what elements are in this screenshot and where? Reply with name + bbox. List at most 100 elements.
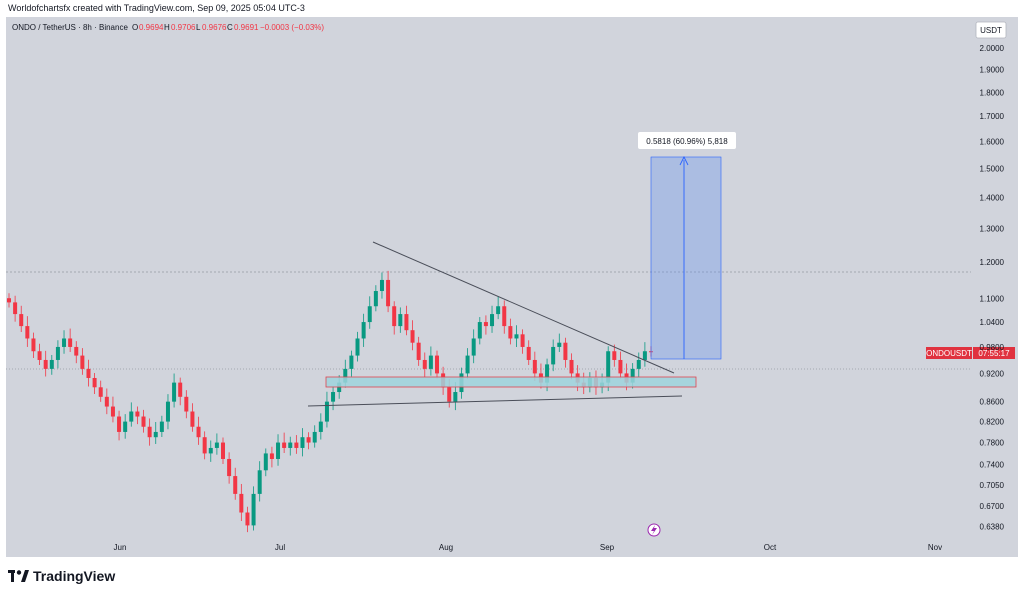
candle-body[interactable]: [453, 392, 458, 402]
candle-body[interactable]: [135, 411, 140, 417]
candle-body[interactable]: [410, 330, 415, 343]
candle-body[interactable]: [557, 342, 562, 347]
candle-body[interactable]: [202, 437, 207, 454]
candle-body[interactable]: [269, 453, 274, 459]
candle-body[interactable]: [367, 306, 372, 323]
candle-body[interactable]: [172, 382, 177, 402]
candle-body[interactable]: [19, 314, 24, 327]
candle-body[interactable]: [483, 322, 488, 327]
candle-body[interactable]: [31, 338, 36, 352]
candle-body[interactable]: [435, 355, 439, 374]
candle-body[interactable]: [37, 351, 42, 360]
candle-body[interactable]: [7, 298, 11, 303]
support-zone[interactable]: [325, 376, 697, 388]
candle-body[interactable]: [110, 406, 115, 417]
candle-body[interactable]: [294, 442, 299, 448]
chart-area[interactable]: ONDO / TetherUS · 8h · Binance O 0.9694 …: [6, 17, 1018, 557]
candle-body[interactable]: [612, 351, 617, 360]
candle-body[interactable]: [551, 346, 556, 365]
candle-body[interactable]: [141, 416, 146, 427]
candle-body[interactable]: [508, 326, 513, 339]
candle-body[interactable]: [416, 342, 421, 360]
candle-body[interactable]: [618, 359, 623, 374]
candle-body[interactable]: [117, 416, 122, 432]
candle-body[interactable]: [276, 442, 281, 459]
candle-body[interactable]: [288, 442, 293, 448]
candle-body[interactable]: [306, 437, 311, 443]
candle-body[interactable]: [422, 359, 427, 369]
descending-trendline[interactable]: [372, 241, 675, 374]
candle-body[interactable]: [532, 359, 537, 374]
candle-body[interactable]: [312, 431, 317, 443]
candle-body[interactable]: [104, 396, 109, 407]
candle-body[interactable]: [496, 306, 501, 315]
candle-body[interactable]: [514, 334, 519, 339]
time-axis[interactable]: Jun Jul Aug Sep Oct Nov: [114, 543, 943, 552]
candle-body[interactable]: [184, 396, 189, 412]
price-axis[interactable]: 2.0000 1.9000 1.8000 1.7000 1.6000 1.5000 1.40…: [980, 44, 1005, 532]
currency-button[interactable]: [975, 21, 1007, 39]
candle-body[interactable]: [331, 392, 336, 402]
candle-body[interactable]: [98, 387, 103, 397]
brand-logo[interactable]: TradingView: [8, 568, 115, 584]
candle-body[interactable]: [214, 442, 219, 448]
candle-body[interactable]: [520, 334, 525, 347]
candle-body[interactable]: [630, 368, 635, 383]
candle-body[interactable]: [465, 355, 470, 374]
candle-body[interactable]: [379, 279, 384, 292]
candle-body[interactable]: [49, 359, 54, 369]
candle-body[interactable]: [43, 359, 48, 369]
candle-body[interactable]: [428, 355, 433, 369]
candle-body[interactable]: [55, 346, 60, 360]
candlestick-chart[interactable]: ONDO / TetherUS · 8h · Binance O 0.9694 …: [6, 17, 1018, 557]
ascending-trendline[interactable]: [307, 395, 683, 407]
candle-body[interactable]: [502, 306, 507, 327]
candle-body[interactable]: [227, 458, 232, 477]
candle-body[interactable]: [86, 368, 91, 378]
candle-body[interactable]: [355, 338, 360, 356]
candle-body[interactable]: [221, 442, 225, 459]
candle-body[interactable]: [251, 493, 256, 526]
candle-body[interactable]: [526, 346, 531, 360]
candle-body[interactable]: [129, 411, 134, 422]
candle-body[interactable]: [153, 431, 158, 438]
candle-body[interactable]: [447, 387, 452, 402]
candle-body[interactable]: [123, 421, 128, 432]
candle-body[interactable]: [404, 314, 409, 331]
candle-body[interactable]: [159, 421, 164, 432]
candle-body[interactable]: [233, 476, 238, 494]
candle-body[interactable]: [398, 314, 403, 327]
candle-body[interactable]: [545, 364, 550, 383]
candle-body[interactable]: [239, 493, 244, 513]
candle-body[interactable]: [349, 355, 354, 369]
candle-body[interactable]: [606, 351, 611, 383]
candle-body[interactable]: [62, 338, 67, 347]
candle-body[interactable]: [318, 421, 323, 432]
price-range-box[interactable]: [650, 156, 722, 360]
candle-body[interactable]: [471, 338, 476, 356]
candle-body[interactable]: [208, 447, 213, 454]
candle-body[interactable]: [74, 346, 79, 356]
candle-body[interactable]: [282, 442, 287, 448]
candle-body[interactable]: [392, 306, 397, 327]
candle-body[interactable]: [257, 470, 262, 494]
candle-body[interactable]: [386, 279, 391, 307]
candle-body[interactable]: [80, 355, 85, 369]
candle-body[interactable]: [300, 437, 305, 448]
candle-body[interactable]: [563, 342, 568, 360]
candle-body[interactable]: [92, 377, 97, 388]
candle-body[interactable]: [196, 426, 201, 438]
candle-body[interactable]: [13, 302, 18, 315]
candle-body[interactable]: [165, 401, 170, 422]
candle-body[interactable]: [569, 359, 574, 374]
candle-body[interactable]: [178, 382, 183, 397]
candle-body[interactable]: [245, 512, 250, 526]
candle-body[interactable]: [373, 291, 378, 307]
candle-body[interactable]: [324, 401, 329, 422]
candle-body[interactable]: [68, 338, 73, 347]
candle-body[interactable]: [147, 426, 152, 438]
candle-body[interactable]: [490, 314, 495, 327]
candle-body[interactable]: [263, 453, 268, 471]
candle-body[interactable]: [636, 359, 641, 369]
candle-body[interactable]: [477, 322, 482, 339]
